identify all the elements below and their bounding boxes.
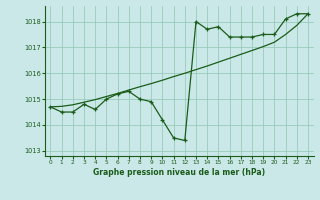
X-axis label: Graphe pression niveau de la mer (hPa): Graphe pression niveau de la mer (hPa) <box>93 168 265 177</box>
